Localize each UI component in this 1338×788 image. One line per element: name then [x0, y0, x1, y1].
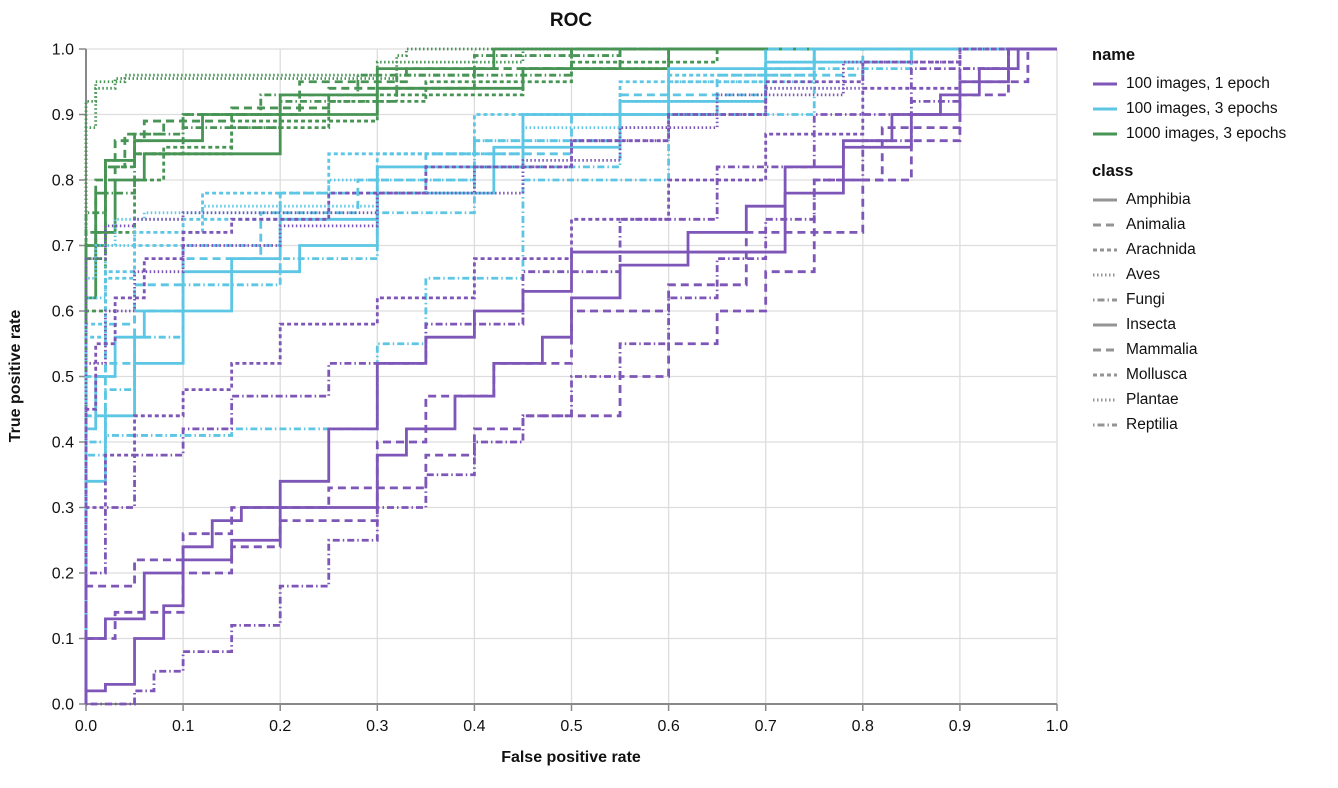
x-tick-label: 0.2	[269, 718, 291, 735]
y-tick-label: 1.0	[52, 42, 74, 59]
legend-swatch-line	[1093, 373, 1117, 376]
legend-class-group: class Amphibia Animalia Arachnida Aves Fungi…	[1092, 162, 1338, 437]
legend-swatch-line	[1093, 298, 1117, 301]
legend-item-label: Arachnida	[1126, 240, 1196, 258]
y-tick-label: 0.8	[52, 173, 74, 190]
legend-item-label: Amphibia	[1126, 190, 1191, 208]
x-tick-label: 0.1	[172, 718, 194, 735]
legend: name 100 images, 1 epoch 100 images, 3 ep…	[1092, 46, 1338, 453]
legend-swatch-line	[1093, 423, 1117, 426]
legend-item-label: Mammalia	[1126, 340, 1198, 358]
y-tick-label: 0.0	[52, 697, 74, 714]
legend-class-item: Mollusca	[1092, 362, 1338, 387]
x-axis-label: False positive rate	[501, 749, 641, 766]
roc-curve	[84, 47, 1057, 704]
y-tick-label: 0.9	[52, 107, 74, 124]
legend-swatch-line	[1093, 107, 1117, 110]
legend-class-title: class	[1092, 162, 1134, 180]
plot-title: ROC	[550, 10, 593, 31]
legend-swatch-line	[1093, 198, 1117, 201]
x-tick-label: 0.7	[755, 718, 777, 735]
legend-name-item: 100 images, 3 epochs	[1092, 96, 1338, 121]
legend-class-item: Fungi	[1092, 287, 1338, 312]
legend-item-label: 100 images, 3 epochs	[1126, 99, 1278, 117]
y-tick-label: 0.3	[52, 500, 74, 517]
legend-swatch-line	[1093, 323, 1117, 326]
x-tick-label: 0.9	[949, 718, 971, 735]
legend-swatch-line	[1093, 82, 1117, 85]
legend-item-label: Aves	[1126, 265, 1161, 283]
x-tick-label: 1.0	[1046, 718, 1068, 735]
legend-swatch-line	[1093, 248, 1117, 251]
legend-class-item: Amphibia	[1092, 187, 1338, 212]
legend-item-label: Reptilia	[1126, 415, 1178, 433]
legend-class-item: Reptilia	[1092, 412, 1338, 437]
legend-item-label: Plantae	[1126, 390, 1179, 408]
legend-class-item: Aves	[1092, 262, 1338, 287]
legend-name-item: 1000 images, 3 epochs	[1092, 121, 1338, 146]
y-tick-label: 0.6	[52, 304, 74, 321]
roc-curve	[84, 47, 1057, 704]
legend-name-group: name 100 images, 1 epoch 100 images, 3 ep…	[1092, 46, 1338, 146]
legend-class-items: Amphibia Animalia Arachnida Aves Fungi Insect…	[1092, 187, 1338, 437]
legend-class-item: Arachnida	[1092, 237, 1338, 262]
roc-curve	[84, 47, 1057, 704]
x-tick-label: 0.3	[366, 718, 388, 735]
y-tick-label: 0.7	[52, 238, 74, 255]
roc-curve	[84, 47, 1057, 704]
legend-item-label: Mollusca	[1126, 365, 1188, 383]
x-tick-label: 0.4	[463, 718, 485, 735]
roc-curve	[84, 47, 1057, 704]
roc-curves	[84, 47, 1057, 706]
y-tick-label: 0.2	[52, 566, 74, 583]
x-tick-label: 0.0	[75, 718, 97, 735]
legend-name-items: 100 images, 1 epoch 100 images, 3 epochs 1…	[1092, 71, 1338, 146]
legend-item-label: 1000 images, 3 epochs	[1126, 124, 1287, 142]
legend-swatch-line	[1093, 223, 1117, 226]
legend-swatch-line	[1093, 398, 1117, 401]
roc-curve	[84, 47, 1057, 704]
roc-curve	[84, 47, 1057, 704]
y-tick-label: 0.5	[52, 369, 74, 386]
roc-curve	[86, 47, 1057, 706]
y-tick-label: 0.4	[52, 435, 74, 452]
legend-item-label: Fungi	[1126, 290, 1165, 308]
roc-curve	[84, 47, 1057, 704]
axis-layer: 0.0 0.1 0.2 0.3 0.4 0.5 0.6 0.7 0.8 0.9 1.0 0.0 0.1 0…	[52, 42, 1068, 736]
roc-curve	[84, 47, 1057, 704]
legend-swatch-line	[1093, 273, 1117, 276]
roc-curve	[84, 47, 1057, 704]
legend-class-item: Animalia	[1092, 212, 1338, 237]
legend-name-item: 100 images, 1 epoch	[1092, 71, 1338, 96]
legend-class-item: Mammalia	[1092, 337, 1338, 362]
y-tick-label: 0.1	[52, 631, 74, 648]
legend-item-label: Insecta	[1126, 315, 1176, 333]
legend-name-title: name	[1092, 46, 1136, 64]
legend-class-item: Insecta	[1092, 312, 1338, 337]
x-tick-label: 0.6	[657, 718, 679, 735]
legend-item-label: 100 images, 1 epoch	[1126, 74, 1270, 92]
roc-curve	[84, 47, 1057, 704]
legend-item-label: Animalia	[1126, 215, 1186, 233]
legend-swatch-line	[1093, 132, 1117, 135]
x-tick-label: 0.5	[560, 718, 582, 735]
y-axis-label: True positive rate	[7, 310, 24, 443]
x-tick-label: 0.8	[852, 718, 874, 735]
legend-class-item: Plantae	[1092, 387, 1338, 412]
legend-swatch-line	[1093, 348, 1117, 351]
roc-curve	[84, 47, 1057, 704]
